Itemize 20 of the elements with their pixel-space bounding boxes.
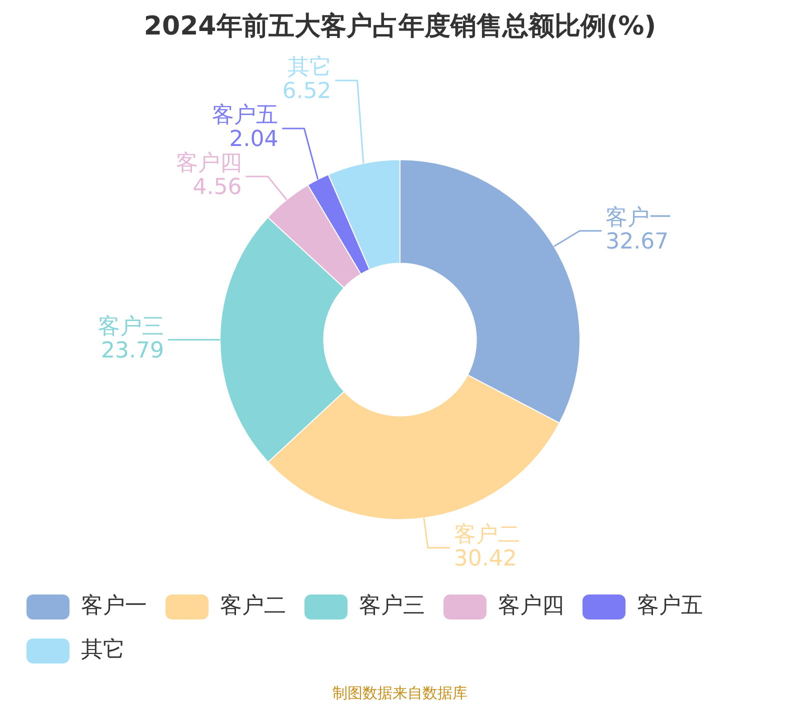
- data-label: 4.56: [192, 175, 242, 200]
- legend-label: 客户四: [498, 594, 564, 619]
- text: 制图数据来自数据库: [332, 684, 468, 703]
- slice-label: 客户二: [454, 522, 520, 548]
- data-label: 23.79: [101, 338, 164, 364]
- legend-label: 客户二: [220, 594, 286, 619]
- slice-label: 客户四: [176, 151, 242, 176]
- legend-label: 客户五: [637, 594, 703, 619]
- legend-label: 客户三: [359, 594, 425, 619]
- data-label: 32.67: [606, 230, 669, 255]
- slice-label: 客户五: [212, 103, 278, 128]
- slice-label: 客户三: [98, 314, 164, 340]
- data-label: 30.42: [454, 546, 517, 572]
- slice-label: 客户一: [606, 206, 672, 231]
- data-label: 2.04: [229, 127, 278, 152]
- slice-label: 其它: [287, 55, 332, 80]
- legend-label: 其它: [81, 638, 125, 663]
- data-label: 6.52: [282, 79, 332, 104]
- chart-title: 2024年前五大客户占年度销售总额比例(%): [144, 11, 656, 42]
- legend-label: 客户一: [81, 594, 147, 619]
